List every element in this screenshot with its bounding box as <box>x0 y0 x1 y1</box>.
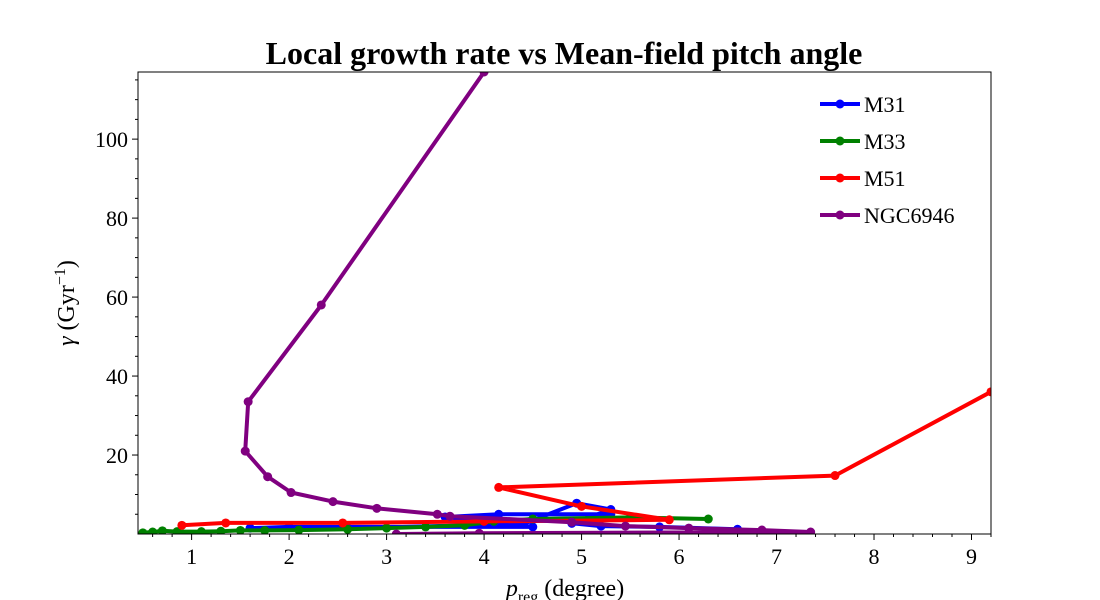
data-point <box>235 525 245 534</box>
legend-label: M33 <box>864 129 906 154</box>
legend-label: NGC6946 <box>864 203 954 228</box>
data-point <box>620 521 630 531</box>
data-point <box>157 526 167 534</box>
data-point <box>316 300 326 310</box>
x-tick-label: 3 <box>381 544 392 569</box>
x-tick-label: 8 <box>869 544 880 569</box>
legend-marker <box>835 210 845 220</box>
data-point <box>757 525 767 534</box>
data-point <box>479 72 489 77</box>
chart-title: Local growth rate vs Mean-field pitch an… <box>266 35 863 71</box>
legend-item: M51 <box>820 166 906 191</box>
legend-marker <box>835 136 845 146</box>
data-point <box>391 529 401 534</box>
data-point <box>243 397 253 407</box>
series-line <box>243 72 813 534</box>
data-point <box>221 518 231 528</box>
plot-frame <box>137 71 992 535</box>
data-point <box>343 524 353 534</box>
data-point <box>148 527 158 534</box>
data-point <box>474 528 484 534</box>
y-tick-label: 60 <box>106 285 128 310</box>
legend-label: M51 <box>864 166 906 191</box>
data-point <box>216 526 226 534</box>
data-point <box>286 488 296 498</box>
y-tick-label: 40 <box>106 364 128 389</box>
data-point <box>567 517 577 527</box>
data-point <box>528 522 538 532</box>
legend-marker <box>835 99 845 109</box>
data-point <box>260 525 270 534</box>
data-point <box>494 482 504 492</box>
y-tick-label: 80 <box>106 206 128 231</box>
series-layer <box>138 72 991 534</box>
y-axis: 20 40 60 80 100 <box>95 79 138 515</box>
x-axis: 1 2 3 4 5 6 7 8 9 <box>152 534 992 569</box>
data-point <box>328 497 338 507</box>
legend-item: M31 <box>820 92 906 117</box>
data-point <box>196 527 206 534</box>
data-point <box>986 387 991 397</box>
x-tick-label: 1 <box>186 544 197 569</box>
series-ngc6946 <box>240 72 816 534</box>
x-tick-label: 4 <box>479 544 490 569</box>
y-tick-label: 20 <box>106 443 128 468</box>
data-point <box>432 509 442 519</box>
data-point <box>372 503 382 513</box>
data-point <box>703 514 713 524</box>
data-point <box>664 515 674 525</box>
data-point <box>263 472 273 482</box>
data-point <box>577 501 587 511</box>
x-axis-label: preg (degree) <box>504 576 624 600</box>
data-point <box>684 523 694 533</box>
x-tick-label: 9 <box>966 544 977 569</box>
data-point <box>830 471 840 481</box>
legend-item: M33 <box>820 129 906 154</box>
legend-label: M31 <box>864 92 906 117</box>
data-point <box>240 446 250 456</box>
data-point <box>421 522 431 532</box>
y-axis-label: γ (Gyr−1) <box>52 260 80 346</box>
legend-item: NGC6946 <box>820 203 954 228</box>
y-tick-label: 100 <box>95 127 128 152</box>
series-line <box>179 389 991 528</box>
legend-marker <box>835 173 845 183</box>
data-point <box>138 528 148 534</box>
data-point <box>445 511 455 521</box>
data-point <box>177 520 187 530</box>
data-point <box>382 523 392 533</box>
x-tick-label: 5 <box>576 544 587 569</box>
legend: M31 M33 M51 NGC6946 <box>820 92 954 228</box>
data-point <box>806 527 816 534</box>
data-point <box>294 525 304 534</box>
data-point <box>338 518 348 528</box>
x-tick-label: 7 <box>771 544 782 569</box>
x-tick-label: 6 <box>674 544 685 569</box>
series-m51 <box>177 387 991 530</box>
x-tick-label: 2 <box>284 544 295 569</box>
